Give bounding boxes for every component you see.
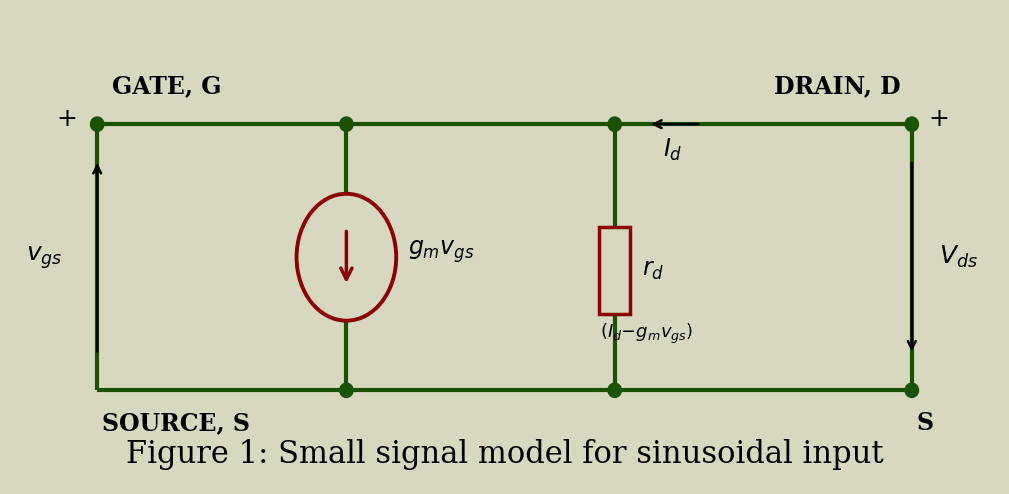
Text: SOURCE, S: SOURCE, S xyxy=(102,411,250,435)
Circle shape xyxy=(608,383,622,398)
Circle shape xyxy=(91,117,104,131)
Text: $(I_d{-}g_m v_{gs})$: $(I_d{-}g_m v_{gs})$ xyxy=(600,322,693,346)
Ellipse shape xyxy=(297,194,397,321)
Text: $+$: $+$ xyxy=(928,108,948,130)
Text: $V_{ds}$: $V_{ds}$ xyxy=(938,244,978,270)
Circle shape xyxy=(905,383,918,398)
Text: $v_{gs}$: $v_{gs}$ xyxy=(26,244,63,271)
Text: $I_d$: $I_d$ xyxy=(663,136,682,163)
Circle shape xyxy=(340,117,353,131)
Text: DRAIN, D: DRAIN, D xyxy=(774,75,900,99)
Text: $g_m v_{gs}$: $g_m v_{gs}$ xyxy=(408,239,474,265)
Bar xyxy=(599,227,630,314)
Text: S: S xyxy=(916,411,933,435)
Text: GATE, G: GATE, G xyxy=(112,75,221,99)
Text: $+$: $+$ xyxy=(57,108,77,130)
Text: $r_d$: $r_d$ xyxy=(642,258,664,282)
Circle shape xyxy=(340,383,353,398)
Text: Figure 1: Small signal model for sinusoidal input: Figure 1: Small signal model for sinusoi… xyxy=(126,439,883,470)
Circle shape xyxy=(608,117,622,131)
Circle shape xyxy=(905,117,918,131)
